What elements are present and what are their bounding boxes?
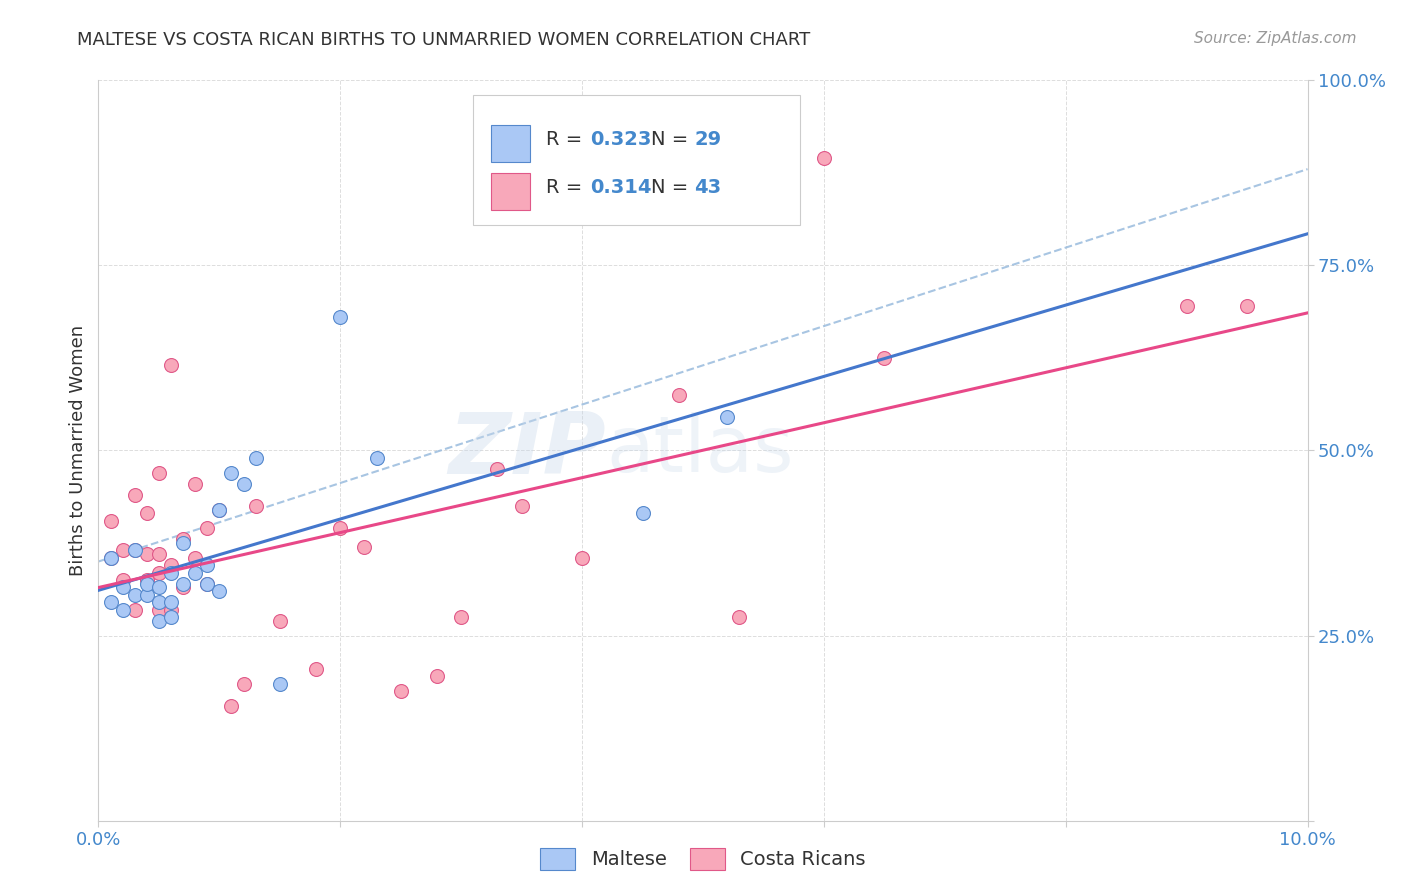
- Point: [160, 610, 183, 624]
- Point: [100, 550, 122, 565]
- Text: 0.323: 0.323: [591, 130, 652, 149]
- Point: [716, 410, 738, 425]
- Point: [245, 499, 267, 513]
- Point: [160, 359, 183, 373]
- Text: ZIP: ZIP: [449, 409, 606, 492]
- Point: [172, 533, 194, 547]
- Point: [124, 488, 146, 502]
- Point: [1175, 299, 1198, 313]
- Point: [389, 684, 412, 698]
- Point: [184, 476, 207, 491]
- Point: [668, 388, 690, 402]
- Text: R =: R =: [546, 178, 588, 197]
- Point: [111, 543, 134, 558]
- Text: 0.314: 0.314: [591, 178, 652, 197]
- Point: [160, 602, 183, 616]
- Point: [245, 450, 267, 465]
- Point: [208, 584, 231, 599]
- Text: 43: 43: [695, 178, 721, 197]
- Text: 29: 29: [695, 130, 721, 149]
- Point: [269, 676, 291, 690]
- Point: [160, 595, 183, 609]
- Point: [135, 573, 157, 587]
- Text: R =: R =: [546, 130, 588, 149]
- Point: [124, 543, 146, 558]
- Text: atlas: atlas: [606, 412, 794, 489]
- Point: [728, 610, 751, 624]
- Point: [353, 540, 375, 554]
- Point: [305, 662, 328, 676]
- Legend: Maltese, Costa Ricans: Maltese, Costa Ricans: [533, 839, 873, 878]
- Point: [329, 521, 352, 535]
- Point: [184, 550, 207, 565]
- Point: [1236, 299, 1258, 313]
- FancyBboxPatch shape: [474, 95, 800, 225]
- Point: [221, 466, 243, 480]
- Point: [100, 595, 122, 609]
- Text: Source: ZipAtlas.com: Source: ZipAtlas.com: [1194, 31, 1357, 46]
- Point: [813, 151, 835, 165]
- Point: [195, 521, 218, 535]
- Point: [232, 476, 254, 491]
- Point: [135, 588, 157, 602]
- Point: [148, 602, 170, 616]
- Point: [195, 576, 218, 591]
- Point: [195, 558, 218, 573]
- Point: [100, 550, 122, 565]
- Point: [135, 576, 157, 591]
- Point: [148, 566, 170, 580]
- FancyBboxPatch shape: [492, 125, 530, 162]
- Point: [232, 676, 254, 690]
- Point: [148, 595, 170, 609]
- Point: [172, 536, 194, 550]
- Point: [184, 566, 207, 580]
- Point: [486, 462, 509, 476]
- Point: [111, 602, 134, 616]
- Point: [111, 581, 134, 595]
- Point: [631, 507, 654, 521]
- Point: [124, 543, 146, 558]
- Point: [208, 502, 231, 516]
- Point: [873, 351, 896, 365]
- Text: N =: N =: [651, 178, 695, 197]
- Point: [571, 550, 593, 565]
- Point: [221, 698, 243, 713]
- Point: [124, 588, 146, 602]
- Point: [111, 573, 134, 587]
- Point: [269, 614, 291, 628]
- Point: [100, 514, 122, 528]
- Point: [148, 547, 170, 561]
- Point: [208, 502, 231, 516]
- Point: [135, 547, 157, 561]
- Point: [148, 581, 170, 595]
- Point: [450, 610, 472, 624]
- Point: [366, 450, 388, 465]
- Point: [160, 558, 183, 573]
- Text: N =: N =: [651, 130, 695, 149]
- Point: [124, 602, 146, 616]
- Point: [160, 566, 183, 580]
- Point: [135, 507, 157, 521]
- Point: [172, 576, 194, 591]
- Point: [148, 614, 170, 628]
- Point: [172, 581, 194, 595]
- Y-axis label: Births to Unmarried Women: Births to Unmarried Women: [69, 325, 87, 576]
- Point: [195, 576, 218, 591]
- Text: MALTESE VS COSTA RICAN BIRTHS TO UNMARRIED WOMEN CORRELATION CHART: MALTESE VS COSTA RICAN BIRTHS TO UNMARRI…: [77, 31, 811, 49]
- Point: [510, 499, 533, 513]
- Point: [426, 669, 449, 683]
- Point: [329, 310, 352, 325]
- FancyBboxPatch shape: [492, 173, 530, 210]
- Point: [148, 466, 170, 480]
